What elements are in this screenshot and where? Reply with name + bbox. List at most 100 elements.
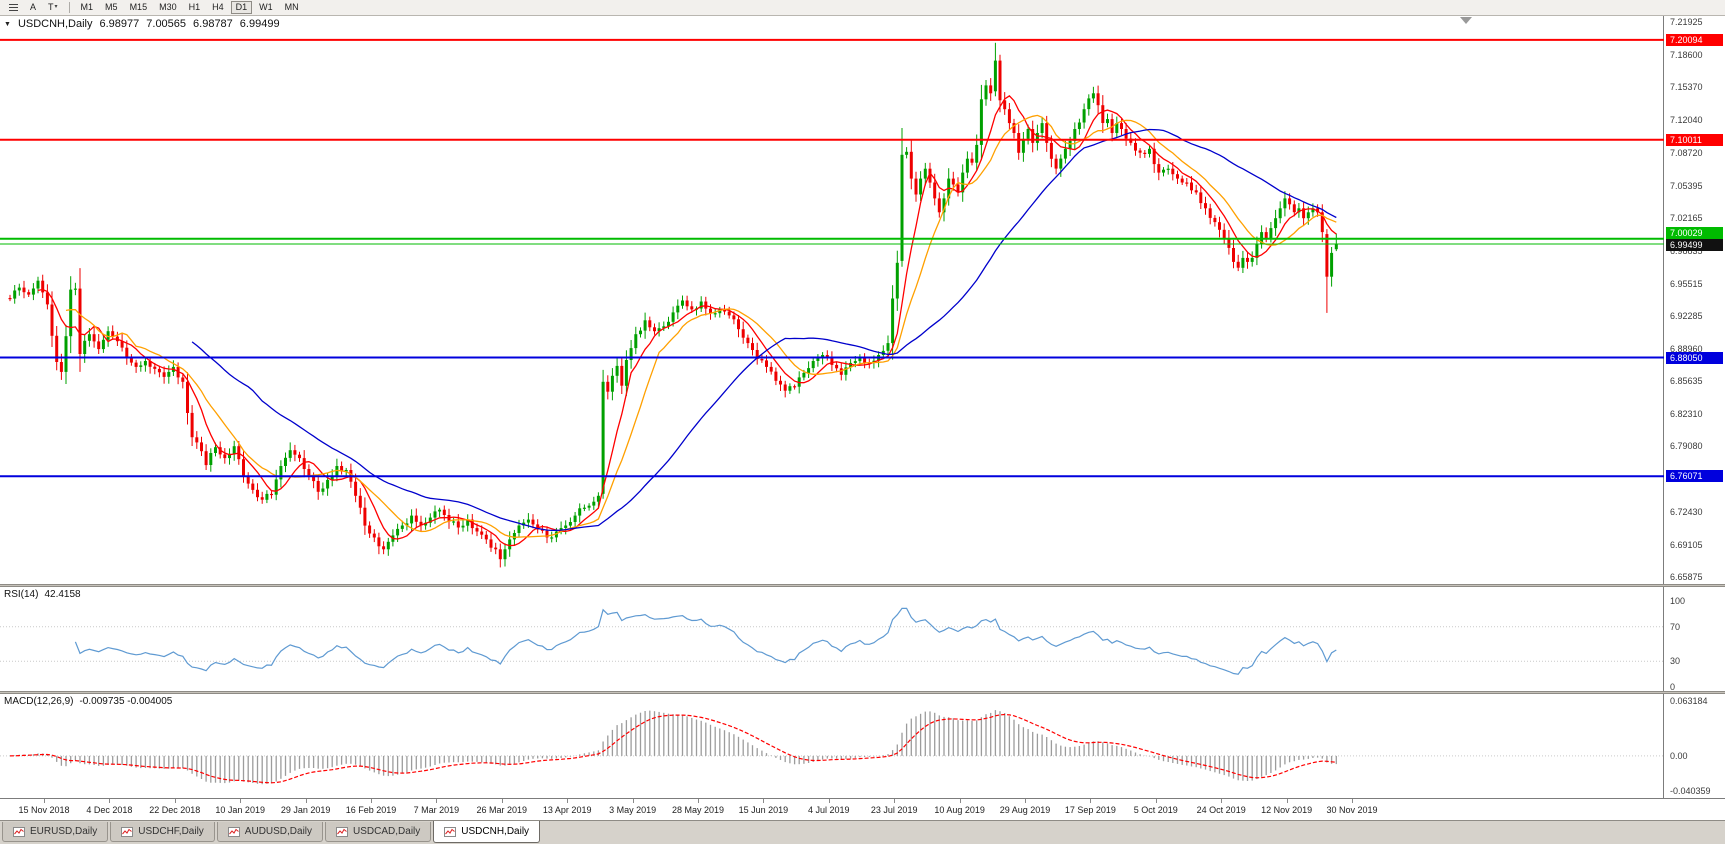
collapse-caret-icon[interactable]: ▼ xyxy=(4,20,11,28)
time-axis-label: 15 Jun 2019 xyxy=(738,805,789,815)
rsi-name: RSI(14) xyxy=(4,589,39,600)
ma-slow-line xyxy=(191,128,1337,532)
chart-tab-label: AUDUSD,Daily xyxy=(244,826,313,837)
quote-low: 6.98787 xyxy=(193,18,233,30)
macd-plot-area[interactable]: MACD(12,26,9) -0.009735 -0.004005 xyxy=(0,694,1664,798)
timeframe-m1-button[interactable]: M1 xyxy=(80,2,94,12)
macd-label: MACD(12,26,9) -0.009735 -0.004005 xyxy=(4,696,172,707)
rsi-axis-label: 0 xyxy=(1670,682,1676,692)
chart-shift-marker-icon xyxy=(1460,17,1472,24)
time-axis-label: 29 Jan 2019 xyxy=(280,805,331,815)
chart-tab-label: EURUSD,Daily xyxy=(30,826,98,837)
price-axis[interactable]: 7.21925 7.18600 7.15370 7.12040 7.08720 7.053… xyxy=(1665,16,1725,584)
price-axis-label: 6.95515 xyxy=(1670,278,1703,289)
chart-tabs-bar: EURUSD,Daily USDCHF,Daily AUDUSD,Daily USDC… xyxy=(0,820,1725,844)
chart-tab-label: USDCNH,Daily xyxy=(461,826,530,837)
time-axis-label: 4 Dec 2018 xyxy=(86,805,133,815)
timeframe-m30-button[interactable]: M30 xyxy=(159,2,177,12)
macd-histogram xyxy=(0,710,1664,785)
time-axis-tick xyxy=(305,799,307,803)
rsi-axis-label: 70 xyxy=(1670,621,1681,632)
level-price-tag: 7.10011 xyxy=(1666,133,1723,146)
timeframe-buttons: M1 M5 M15 M30 H1 H4 D1 W1 MN xyxy=(76,1,304,14)
time-axis-label: 26 Mar 2019 xyxy=(476,805,528,815)
timeframe-mn-button[interactable]: MN xyxy=(284,2,299,12)
text-tool-button[interactable]: T ▾ xyxy=(43,1,63,14)
level-price-tag: 6.76071 xyxy=(1666,470,1723,483)
time-axis-tick xyxy=(1025,799,1026,803)
rsi-line xyxy=(74,607,1337,675)
rsi-axis-label: 100 xyxy=(1670,596,1686,606)
panel-splitter[interactable] xyxy=(0,584,1725,587)
time-axis-tick xyxy=(1090,799,1092,803)
chart-tab-eurusd[interactable]: EURUSD,Daily xyxy=(2,822,109,842)
price-axis-label: 6.88960 xyxy=(1670,343,1703,354)
time-axis-tick xyxy=(1352,799,1353,803)
time-axis-tick xyxy=(240,799,242,803)
time-axis-label: 10 Jan 2019 xyxy=(215,805,265,815)
time-axis-tick xyxy=(109,799,111,803)
macd-name: MACD(12,26,9) xyxy=(4,696,74,707)
timeframe-w1-button[interactable]: W1 xyxy=(259,2,273,12)
macd-axis-label: -0.040359 xyxy=(1670,786,1711,796)
rsi-chart[interactable] xyxy=(0,587,1664,691)
time-axis-label: 7 Mar 2019 xyxy=(413,805,460,815)
time-axis-label: 29 Aug 2019 xyxy=(999,805,1051,815)
time-axis-tick xyxy=(44,799,45,803)
timeframe-m15-button[interactable]: M15 xyxy=(129,2,148,12)
rsi-value: 42.4158 xyxy=(44,589,81,600)
panel-splitter[interactable] xyxy=(0,691,1725,694)
price-plot-area[interactable]: ▼ USDCNH,Daily 6.98977 7.00565 6.98787 6… xyxy=(0,16,1664,584)
macd-chart[interactable] xyxy=(0,694,1664,798)
chart-tab-usdchf[interactable]: USDCHF,Daily xyxy=(110,822,215,842)
time-axis-label: 13 Apr 2019 xyxy=(542,805,592,815)
timeframe-d1-button[interactable]: D1 xyxy=(230,1,253,14)
timeframe-h1-button[interactable]: H1 xyxy=(188,2,201,12)
timeframe-m5-button[interactable]: M5 xyxy=(105,2,118,12)
price-axis-label: 7.12040 xyxy=(1670,114,1703,125)
rsi-plot-area[interactable]: RSI(14) 42.4158 xyxy=(0,587,1664,691)
time-axis-tick xyxy=(436,799,438,803)
time-axis-tick xyxy=(698,799,699,803)
price-axis-label: 7.15370 xyxy=(1670,81,1703,92)
time-axis-tick xyxy=(371,799,372,803)
price-axis-label: 6.92285 xyxy=(1670,310,1703,321)
main-toolbar: A T ▾ M1 M5 M15 M30 H1 H4 D1 W1 MN xyxy=(0,0,1725,16)
mini-chart-icon xyxy=(121,826,134,837)
time-axis-label: 10 Aug 2019 xyxy=(934,805,985,815)
time-axis-label: 12 Nov 2019 xyxy=(1261,805,1313,815)
text-tool-label: T xyxy=(48,2,54,12)
time-axis-label: 3 May 2019 xyxy=(609,805,657,815)
time-axis-tick xyxy=(1286,799,1288,803)
time-axis-tick xyxy=(501,799,503,803)
macd-values: -0.009735 -0.004005 xyxy=(79,696,173,707)
chart-tab-label: USDCAD,Daily xyxy=(353,826,421,837)
time-axis-label: 24 Oct 2019 xyxy=(1196,805,1246,815)
time-axis-tick xyxy=(174,799,176,803)
rsi-axis[interactable]: 100 70 30 0 xyxy=(1665,587,1725,692)
rsi-label: RSI(14) 42.4158 xyxy=(4,589,81,600)
chart-tab-usdcnh[interactable]: USDCNH,Daily xyxy=(433,821,541,843)
timeframe-h4-button[interactable]: H4 xyxy=(212,2,224,12)
chart-tab-audusd[interactable]: AUDUSD,Daily xyxy=(216,822,324,842)
macd-axis-label: 0.00 xyxy=(1670,750,1688,761)
mini-chart-icon xyxy=(336,826,349,837)
time-axis-tick xyxy=(828,799,830,803)
quote-close: 6.99499 xyxy=(239,18,280,30)
ma-fast-line xyxy=(37,95,1337,547)
chart-tab-usdcad[interactable]: USDCAD,Daily xyxy=(325,822,432,842)
time-axis[interactable]: 15 Nov 2018 4 Dec 2018 22 Dec 2018 10 Jan 2… xyxy=(0,798,1725,820)
level-price-tag: 7.00029 xyxy=(1666,226,1723,239)
rsi-axis-label: 30 xyxy=(1670,656,1681,667)
time-axis-label: 16 Feb 2019 xyxy=(345,805,397,815)
time-axis-label: 30 Nov 2019 xyxy=(1326,805,1378,815)
price-axis-label: 7.21925 xyxy=(1670,16,1703,27)
mini-chart-icon xyxy=(444,826,457,837)
macd-axis[interactable]: 0.063184 0.00 -0.040359 xyxy=(1665,694,1725,798)
time-axis-label: 15 Nov 2018 xyxy=(18,805,70,815)
mini-chart-icon xyxy=(227,826,240,837)
chart-list-icon[interactable] xyxy=(4,1,23,14)
time-axis-tick xyxy=(1221,799,1223,803)
cursor-tool-button[interactable]: A xyxy=(30,2,37,12)
candlestick-chart[interactable] xyxy=(0,16,1664,584)
